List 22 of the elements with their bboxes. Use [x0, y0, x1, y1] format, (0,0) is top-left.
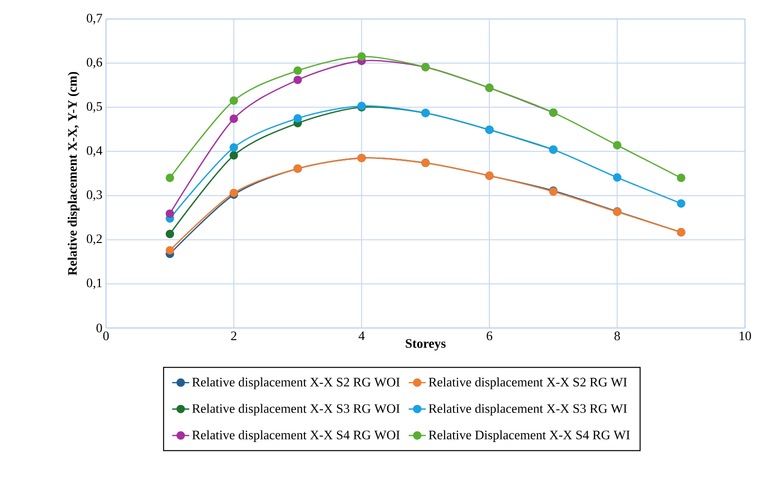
legend-label: Relative displacement X-X S2 RG WOI — [192, 377, 400, 390]
legend-label: Relative displacement X-X S3 RG WOI — [192, 404, 400, 416]
y-tick-label: 0,2 — [86, 234, 102, 246]
y-tick-label: 0,3 — [86, 190, 102, 201]
x-tick-label: 0 — [103, 332, 109, 340]
x-tick-label: 10 — [740, 332, 751, 340]
legend-label: Relative Displacement X-X S4 RG WI — [428, 430, 630, 442]
x-tick-label: 2 — [231, 332, 236, 340]
y-tick-label: 0,6 — [86, 58, 102, 68]
y-tick-label: 0,4 — [86, 146, 102, 157]
y-axis-title: Relative displacement X-X, Y-Y (cm) — [68, 72, 80, 276]
legend-label: Relative displacement X-X S2 RG WI — [428, 377, 627, 390]
y-tick-label: 0,5 — [86, 102, 102, 113]
y-tick-label: 0,7 — [86, 14, 102, 24]
legend-label: Relative displacement X-X S4 RG WOI — [192, 430, 400, 442]
x-axis-title: Storeys — [406, 339, 446, 350]
x-tick-label: 4 — [358, 332, 365, 340]
legend-label: Relative displacement X-X S3 RG WI — [428, 404, 627, 416]
x-tick-label: 6 — [486, 332, 492, 340]
y-tick-label: 0 — [96, 324, 102, 332]
x-tick-label: 8 — [614, 332, 620, 340]
y-tick-label: 0,1 — [86, 278, 102, 290]
